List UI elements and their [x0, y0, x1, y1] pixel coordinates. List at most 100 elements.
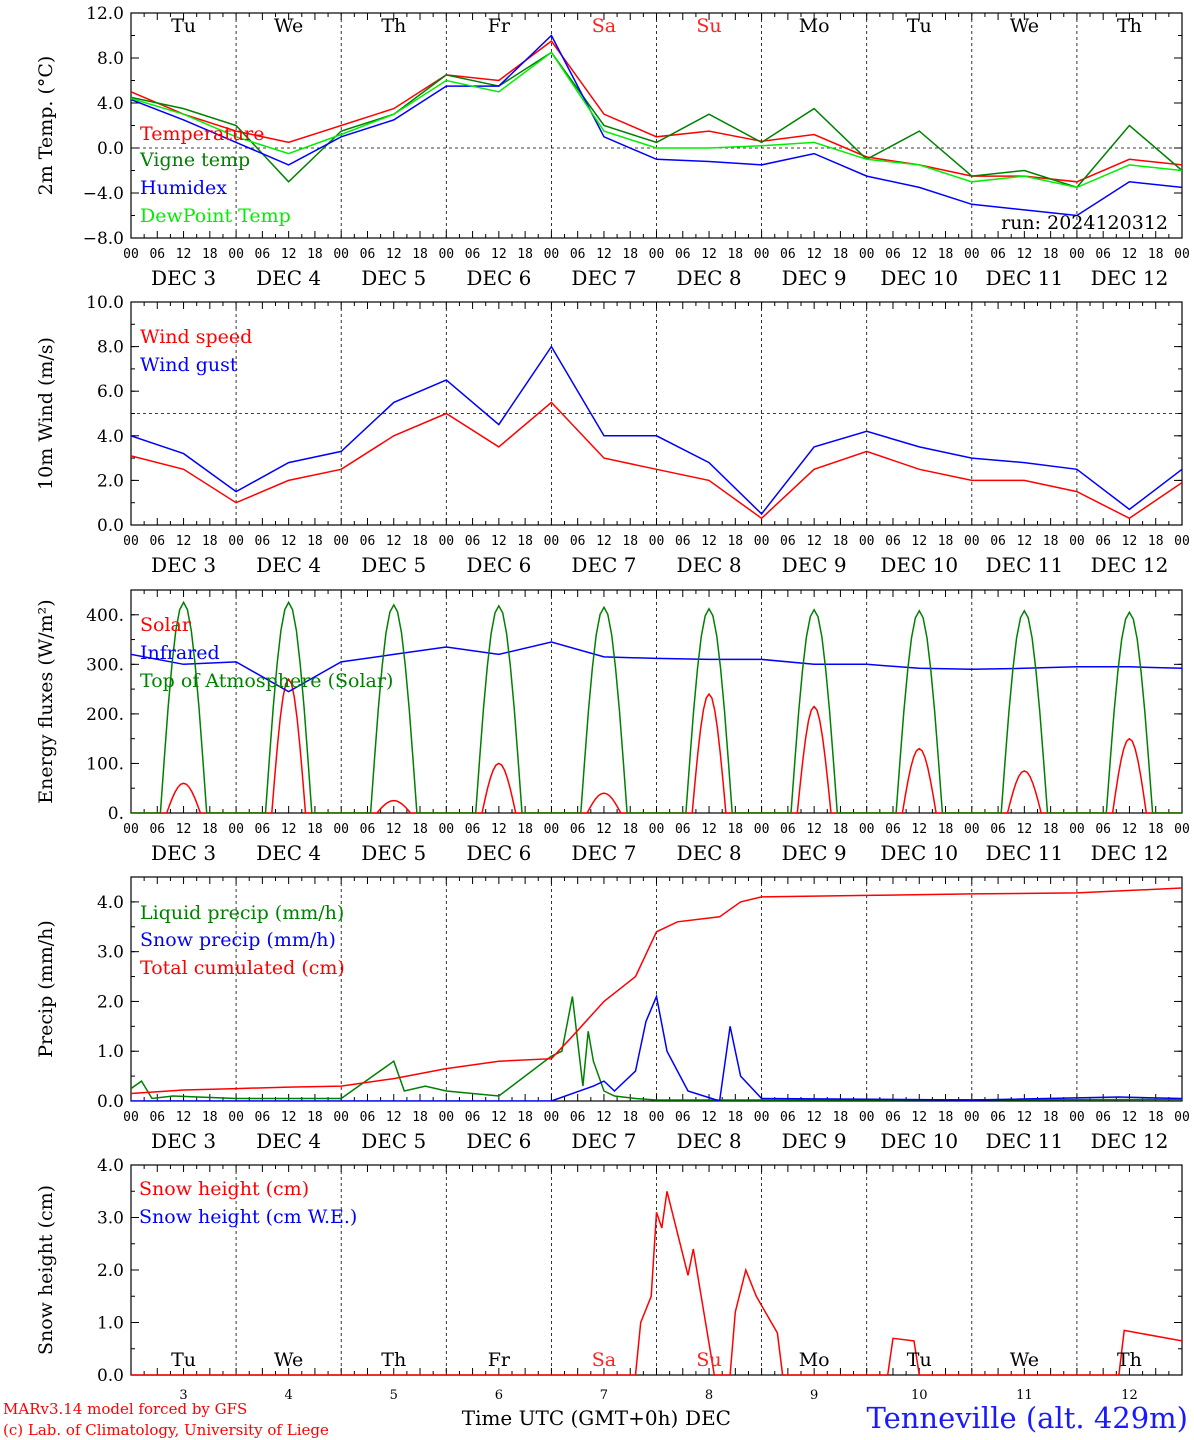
- day-number: 4: [285, 1388, 293, 1403]
- series-lines: [131, 34, 1182, 217]
- hour-label: 18: [202, 534, 218, 549]
- weekday-label: Tu: [171, 15, 196, 37]
- hour-label: 00: [859, 247, 875, 262]
- hour-label: 00: [544, 247, 560, 262]
- hour-label: 06: [465, 534, 481, 549]
- date-label: DEC 8: [677, 841, 742, 865]
- hour-label: 00: [438, 247, 454, 262]
- weekday-label: Tu: [907, 1349, 932, 1371]
- y-tick-label: 4.0: [97, 427, 124, 447]
- hour-label: 00: [1174, 534, 1190, 549]
- hour-label: 12: [491, 1110, 507, 1125]
- date-label: DEC 8: [677, 553, 742, 577]
- y-tick-label: 0.0: [97, 1366, 124, 1386]
- hour-label: 06: [885, 822, 901, 837]
- y-tick-label: 0.0: [97, 1092, 124, 1112]
- hour-label: 00: [228, 1110, 244, 1125]
- hour-label: 06: [149, 1110, 165, 1125]
- hour-label: 18: [1043, 1110, 1059, 1125]
- hour-label: 06: [885, 1110, 901, 1125]
- hour-label: 06: [360, 247, 376, 262]
- series-line-3: [131, 34, 1182, 217]
- hour-label: 12: [386, 1110, 402, 1125]
- hour-label: 00: [544, 534, 560, 549]
- series-line-3: [131, 600, 1182, 813]
- day-number: 8: [705, 1388, 713, 1403]
- hour-label: 12: [176, 534, 192, 549]
- hour-label: 00: [123, 534, 139, 549]
- hour-label: 06: [149, 247, 165, 262]
- hour-label: 00: [754, 822, 770, 837]
- weekday-label: Su: [696, 15, 721, 37]
- hour-label: 18: [622, 1110, 638, 1125]
- hour-label: 00: [544, 822, 560, 837]
- hour-label: 18: [727, 1110, 743, 1125]
- y-tick-label: 0.0: [97, 516, 124, 536]
- y-tick-label: 100.: [86, 754, 124, 774]
- date-label: DEC 7: [571, 841, 636, 865]
- hour-label: 12: [281, 534, 297, 549]
- y-axis-title: Energy fluxes (W/m²): [35, 599, 57, 803]
- hour-label: 18: [938, 534, 954, 549]
- date-label: DEC 4: [256, 1129, 321, 1153]
- date-label: DEC 6: [466, 266, 531, 290]
- hour-label: 06: [255, 534, 271, 549]
- hour-label: 00: [1174, 247, 1190, 262]
- hour-label: 12: [386, 534, 402, 549]
- day-number: 12: [1121, 1388, 1138, 1403]
- hour-label: 12: [386, 247, 402, 262]
- hour-label: 00: [228, 822, 244, 837]
- hour-label: 06: [360, 822, 376, 837]
- day-number: 3: [179, 1388, 187, 1403]
- date-label: DEC 11: [985, 266, 1063, 290]
- hour-label: 00: [1069, 247, 1085, 262]
- hour-label: 06: [780, 822, 796, 837]
- hour-label: 06: [885, 247, 901, 262]
- hour-label: 18: [938, 1110, 954, 1125]
- hour-label: 00: [964, 1110, 980, 1125]
- date-label: DEC 3: [151, 266, 216, 290]
- hour-label: 06: [465, 822, 481, 837]
- series-lines: [131, 1191, 1182, 1375]
- hour-label: 06: [465, 1110, 481, 1125]
- hour-label: 12: [596, 1110, 612, 1125]
- series-line-1: [131, 996, 1182, 1101]
- plot-frame: [130, 589, 1183, 814]
- hour-label: 06: [255, 247, 271, 262]
- y-tick-label: 8.0: [97, 49, 124, 69]
- series-lines: [131, 600, 1182, 813]
- date-label: DEC 5: [361, 1129, 426, 1153]
- hour-label: 12: [281, 822, 297, 837]
- date-label: DEC 6: [466, 841, 531, 865]
- hour-label: 06: [360, 534, 376, 549]
- hour-label: 06: [570, 1110, 586, 1125]
- hour-label: 00: [544, 1110, 560, 1125]
- weekday-label: Th: [381, 1349, 406, 1371]
- y-tick-label: 300.: [86, 655, 124, 675]
- date-label: DEC 4: [256, 553, 321, 577]
- hour-label: 00: [438, 534, 454, 549]
- legend-entry: Infrared: [140, 642, 220, 664]
- legend-entry: Snow height (cm): [139, 1178, 309, 1200]
- hour-label: 00: [333, 822, 349, 837]
- date-label: DEC 7: [571, 266, 636, 290]
- y-tick-label: 3.0: [97, 1209, 124, 1229]
- station-title: Tenneville (alt. 429m): [867, 1401, 1189, 1435]
- hour-label: 12: [701, 822, 717, 837]
- x-axis-month: DEC: [685, 1406, 731, 1430]
- hour-label: 00: [859, 534, 875, 549]
- hour-label: 00: [333, 534, 349, 549]
- hour-label: 18: [202, 247, 218, 262]
- series-line-1: [131, 40, 1182, 183]
- hour-label: 18: [202, 822, 218, 837]
- weekday-label: Tu: [907, 15, 932, 37]
- day-number: 10: [911, 1388, 928, 1403]
- hour-label: 00: [228, 534, 244, 549]
- hour-label: 00: [859, 1110, 875, 1125]
- y-tick-label: 4.0: [97, 94, 124, 114]
- hour-label: 18: [727, 822, 743, 837]
- hour-label: 00: [1174, 1110, 1190, 1125]
- series-line-1: [131, 401, 1182, 520]
- legend-entry: Humidex: [140, 177, 227, 199]
